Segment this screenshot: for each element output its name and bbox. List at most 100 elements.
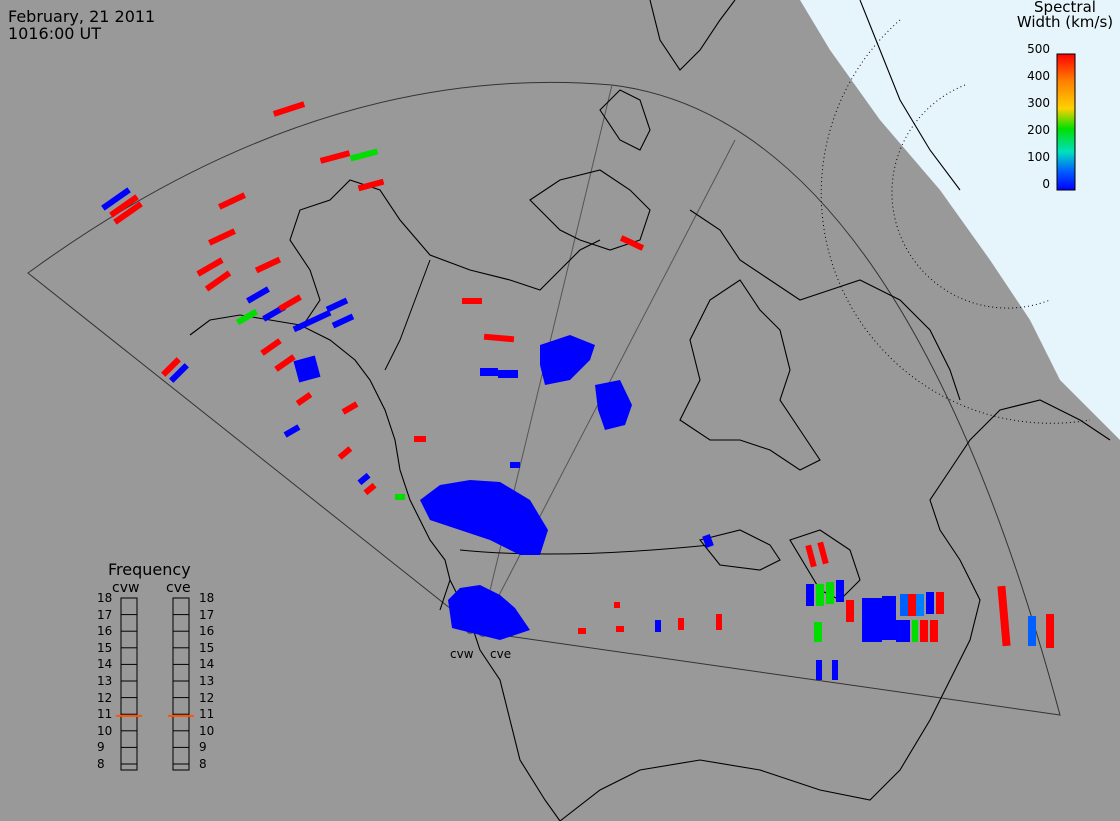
frequency-label-left: 15 (97, 640, 113, 655)
frequency-label-right: 13 (199, 674, 215, 688)
scatter-cell (926, 592, 934, 614)
scatter-mid-cluster (420, 480, 548, 555)
scatter-cell (462, 298, 482, 304)
frequency-label-right: 11 (199, 707, 215, 722)
scatter-cell (483, 333, 515, 343)
scatter-cell (912, 620, 918, 642)
scatter-cell (235, 308, 259, 326)
scatter-cell (716, 614, 722, 630)
scatter-cell (814, 622, 822, 642)
scatter-cell (916, 594, 924, 616)
frequency-label-left: 17 (97, 607, 113, 622)
scatter-cell (325, 297, 349, 313)
scatter-cell (204, 270, 232, 292)
backscatter-cells (101, 101, 1054, 680)
scatter-cell (278, 294, 302, 312)
frequency-label-right: 18 (199, 591, 215, 605)
colorbar-title: Spectral Width (km/s) (1010, 0, 1120, 30)
scatter-cell (578, 628, 586, 634)
scatter-near-fan (448, 585, 530, 640)
scatter-cell (161, 357, 181, 377)
scatter-cell (101, 187, 131, 211)
scatter-cell (218, 192, 246, 210)
frequency-label-right: 12 (199, 690, 215, 705)
scatter-cell (1046, 614, 1054, 648)
colorbar (1056, 53, 1076, 191)
site-label-cvw: cvw (450, 647, 474, 661)
scatter-cell (319, 150, 351, 164)
radar-fov-outline (27, 81, 1061, 716)
scatter-cell (246, 286, 270, 304)
polar-latitude-circle (891, 84, 1051, 309)
scatter-cell (862, 598, 882, 642)
scatter-north-cluster-2 (595, 380, 632, 430)
scatter-cell (655, 620, 661, 632)
frequency-label-left: 9 (97, 740, 105, 755)
scatter-cell (331, 313, 355, 329)
scatter-cell (832, 660, 838, 680)
scatter-cell (357, 178, 385, 192)
scatter-cell (510, 462, 520, 468)
frequency-label-right: 10 (199, 723, 215, 738)
cvw-freq-box (120, 597, 138, 771)
scatter-cell (349, 148, 379, 162)
scatter-cell (678, 618, 684, 630)
scatter-cell (882, 596, 896, 640)
scatter-cell (274, 354, 296, 372)
colorbar-tick: 200 (1027, 123, 1050, 137)
frequency-label-left: 11 (97, 707, 113, 722)
scatter-cell (805, 544, 817, 568)
scatter-cell (341, 401, 359, 415)
political-borders (384, 259, 711, 555)
scatter-cell (806, 584, 814, 606)
scatter-cell (614, 602, 620, 608)
frequency-label-right: 15 (199, 640, 215, 655)
timestamp-block: February, 21 2011 1016:00 UT (8, 8, 155, 42)
frequency-label-right: 14 (199, 657, 215, 672)
date-label: February, 21 2011 (8, 7, 156, 26)
scatter-cell (283, 424, 301, 438)
scatter-cell (293, 355, 321, 383)
colorbar-title-line2: Width (km/s) (1016, 13, 1114, 31)
scatter-cell (260, 338, 282, 356)
scatter-cell (900, 594, 908, 616)
scatter-cell (702, 533, 714, 549)
scatter-cell (836, 580, 844, 602)
frequency-label-left: 16 (97, 624, 113, 639)
frequency-label-left: 12 (97, 690, 113, 705)
scatter-cell (1028, 616, 1036, 646)
frequency-label-left: 13 (97, 674, 113, 688)
colorbar-tick: 400 (1027, 69, 1050, 83)
scatter-cell (908, 594, 916, 616)
scatter-cell (896, 620, 910, 642)
scatter-cell (930, 620, 938, 642)
cve-freq-box (172, 597, 190, 771)
scatter-cell (196, 257, 224, 277)
scatter-north-cluster-1 (540, 335, 595, 385)
frequency-label-right: 9 (199, 740, 207, 755)
frequency-tick-marks (121, 597, 189, 765)
scatter-cell (997, 585, 1011, 647)
scatter-cell (816, 584, 824, 606)
scatter-cell (817, 541, 829, 565)
scatter-cell (337, 446, 353, 460)
frequency-label-left: 18 (97, 591, 113, 605)
scatter-cell (920, 620, 928, 642)
frequency-label-left: 14 (97, 657, 113, 672)
radar-name-cvw: cvw (112, 580, 140, 596)
scatter-cell (395, 494, 405, 500)
frequency-label-left: 8 (97, 757, 105, 771)
scatter-cell (357, 472, 371, 486)
frequency-label-left: 10 (97, 723, 113, 738)
frequency-label-right: 17 (199, 607, 215, 622)
scatter-cell (936, 592, 944, 614)
scatter-cell (113, 201, 143, 225)
colorbar-tick: 0 (1042, 177, 1050, 191)
frequency-title: Frequency (108, 560, 191, 579)
colorbar-tick: 300 (1027, 96, 1050, 110)
scatter-cell (498, 370, 518, 378)
colorbar-tick: 500 (1027, 42, 1050, 56)
scatter-cell (208, 228, 236, 246)
scatter-cell (619, 235, 645, 251)
